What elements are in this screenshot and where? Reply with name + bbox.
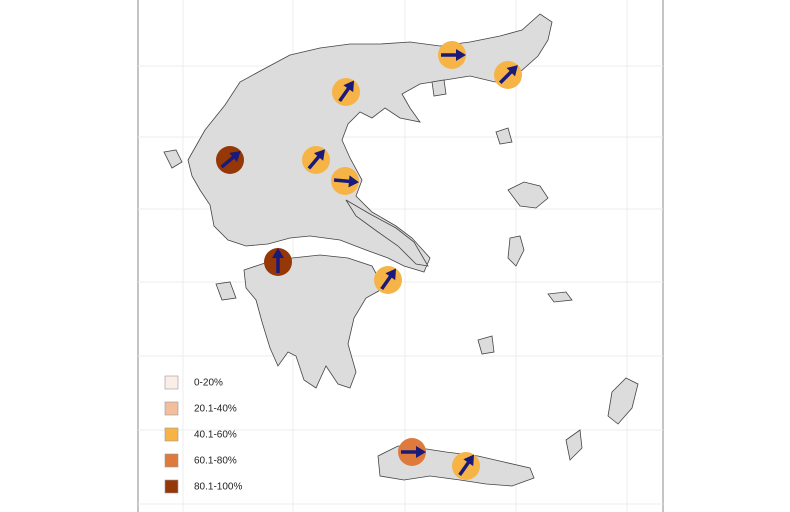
land <box>163 13 639 487</box>
arrow <box>272 248 284 273</box>
markers <box>216 41 522 480</box>
marker <box>494 61 522 89</box>
arrow <box>458 454 475 477</box>
legend-label: 40.1-60% <box>194 430 237 441</box>
arrow <box>441 49 466 61</box>
legend-label: 0-20% <box>194 378 223 389</box>
arrow <box>380 268 397 291</box>
marker <box>331 167 359 195</box>
legend-label: 80.1-100% <box>194 482 242 493</box>
marker <box>216 146 244 174</box>
legend-swatch <box>164 375 179 390</box>
arrow <box>498 65 518 85</box>
arrow <box>220 151 241 169</box>
legend-swatch <box>164 427 179 442</box>
arrow <box>338 80 355 103</box>
arrow <box>333 175 359 188</box>
legend: 0-20% 20.1-40% 40.1-60% 60.1-80% 80.1-100% <box>164 375 242 494</box>
marker <box>264 248 292 276</box>
marker <box>438 41 466 69</box>
legend-swatch <box>164 479 179 494</box>
legend-label: 60.1-80% <box>194 456 237 467</box>
legend-swatch <box>164 453 179 468</box>
legend-label: 20.1-40% <box>194 404 237 415</box>
legend-swatch <box>164 401 179 416</box>
marker <box>332 78 360 106</box>
marker <box>398 438 426 466</box>
marker <box>374 266 402 294</box>
arrow <box>307 149 325 170</box>
marker <box>452 452 480 480</box>
marker <box>302 146 330 174</box>
arrow <box>401 446 426 458</box>
